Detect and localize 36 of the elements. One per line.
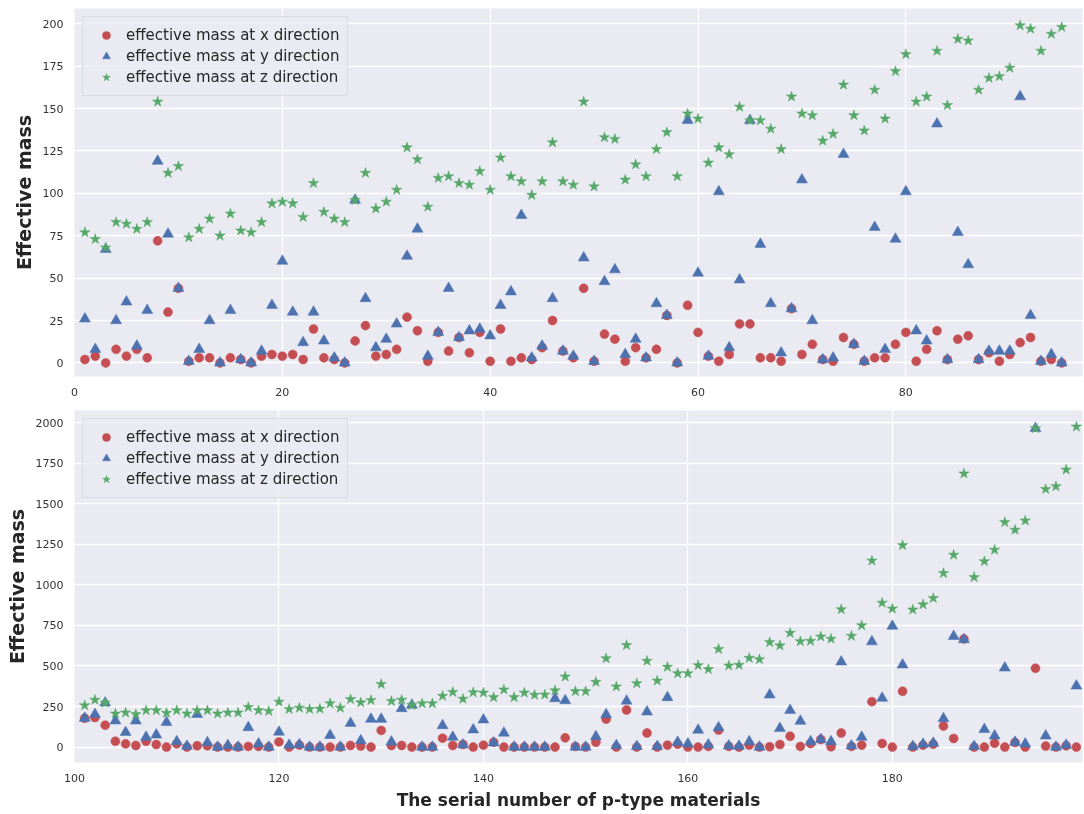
y-tick-label: 1000 [35, 578, 64, 592]
y-tick-label: 2000 [35, 416, 64, 430]
x-tick-label: 60 [691, 385, 706, 399]
x-tick-label: 20 [275, 385, 290, 399]
x-tick-label: 180 [881, 771, 903, 785]
x-tick-label: 120 [268, 771, 290, 785]
x-tick-label: 0 [71, 385, 78, 399]
y-tick-label: 250 [42, 700, 64, 714]
y-tick-label: 1750 [35, 457, 64, 471]
y-tick-label: 1500 [35, 497, 64, 511]
y-axis-title: Effective mass [12, 114, 35, 271]
y-tick-label: 500 [42, 659, 64, 673]
y-tick-label: 75 [49, 229, 64, 243]
x-tick-label: 140 [472, 771, 494, 785]
y-tick-label: 125 [42, 144, 64, 158]
x-tick-label: 80 [898, 385, 913, 399]
y-tick-label: 1250 [35, 538, 64, 552]
y-tick-label: 175 [42, 60, 64, 74]
x-axis-title: The serial number of p-type materials [396, 789, 761, 810]
legend-label: effective mass at y direction [126, 449, 340, 467]
y-tick-label: 0 [56, 356, 64, 370]
y-tick-label: 200 [42, 17, 64, 31]
legend-label: effective mass at x direction [126, 428, 340, 446]
legend-label: effective mass at y direction [126, 47, 340, 65]
legend-label: effective mass at z direction [126, 68, 339, 86]
y-tick-label: 0 [56, 741, 64, 755]
y-tick-label: 150 [42, 102, 64, 116]
x-tick-label: 160 [677, 771, 699, 785]
legend-label: effective mass at z direction [126, 470, 339, 488]
y-tick-label: 50 [49, 272, 64, 286]
legend-label: effective mass at x direction [126, 26, 340, 44]
y-axis-title: Effective mass [5, 508, 28, 665]
y-tick-label: 25 [49, 314, 64, 328]
y-tick-label: 100 [42, 187, 64, 201]
y-tick-label: 750 [42, 619, 64, 633]
x-tick-label: 40 [483, 385, 498, 399]
